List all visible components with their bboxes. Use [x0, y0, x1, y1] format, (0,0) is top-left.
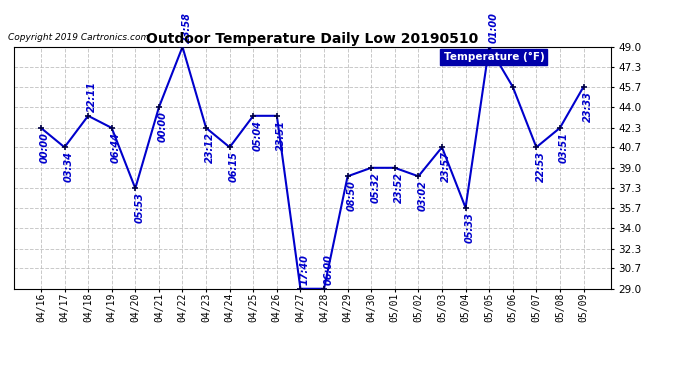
Text: 03:51: 03:51 [559, 132, 569, 163]
Title: Outdoor Temperature Daily Low 20190510: Outdoor Temperature Daily Low 20190510 [146, 32, 478, 46]
Text: Temperature (°F): Temperature (°F) [444, 52, 544, 62]
Text: 17:40: 17:40 [299, 254, 310, 285]
Text: 00:00: 00:00 [40, 132, 50, 163]
Text: 06:44: 06:44 [111, 132, 121, 163]
Text: 05:53: 05:53 [135, 192, 144, 224]
Text: 08:50: 08:50 [347, 180, 357, 212]
Text: 00:00: 00:00 [158, 111, 168, 142]
Text: 22:53: 22:53 [535, 152, 546, 182]
Text: 06:00: 06:00 [323, 254, 333, 285]
Text: 05:04: 05:04 [253, 120, 262, 151]
Text: 01:00: 01:00 [489, 12, 498, 43]
Text: 03:02: 03:02 [417, 180, 428, 212]
Text: 23:57: 23:57 [441, 152, 451, 182]
Text: 23:52: 23:52 [394, 172, 404, 203]
Text: Copyright 2019 Cartronics.com: Copyright 2019 Cartronics.com [8, 33, 149, 42]
Text: 03:34: 03:34 [63, 152, 74, 182]
Text: 23:33: 23:33 [582, 91, 593, 122]
Text: 06:15: 06:15 [229, 152, 239, 182]
Text: 05:32: 05:32 [371, 172, 380, 203]
Text: 22:11: 22:11 [87, 81, 97, 112]
Text: 23:51: 23:51 [276, 120, 286, 151]
Text: 23:12: 23:12 [205, 132, 215, 163]
Text: 23:58: 23:58 [181, 12, 192, 43]
Text: 05:33: 05:33 [465, 212, 475, 243]
